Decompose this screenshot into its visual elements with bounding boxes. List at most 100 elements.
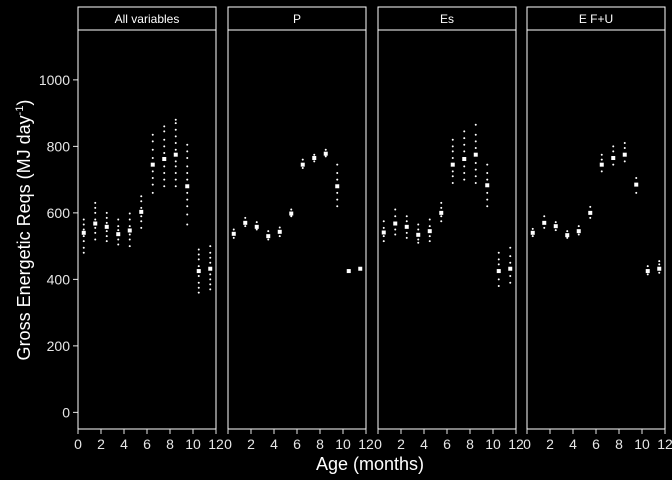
data-point (658, 260, 661, 263)
data-point (417, 223, 420, 226)
data-point (128, 238, 131, 241)
data-point (486, 205, 489, 208)
mean-point (622, 152, 627, 157)
data-point (324, 155, 327, 158)
facet-strip-label: P (293, 12, 301, 26)
data-point (405, 231, 408, 234)
data-point (336, 205, 339, 208)
data-point (94, 211, 97, 214)
x-tick-label: 8 (316, 436, 324, 452)
data-point (301, 158, 304, 161)
data-point (151, 191, 154, 194)
data-point (163, 145, 166, 148)
data-point (197, 291, 200, 294)
data-point (151, 170, 154, 173)
data-point (267, 230, 270, 233)
data-point (486, 178, 489, 181)
x-tick-label: 4 (120, 436, 128, 452)
data-point (186, 178, 189, 181)
data-point (128, 245, 131, 248)
mean-point (542, 220, 547, 225)
data-point (278, 235, 281, 238)
data-point (497, 251, 500, 254)
mean-point (485, 183, 490, 188)
data-point (543, 215, 546, 218)
data-point (635, 191, 638, 194)
data-point (474, 133, 477, 136)
data-point (474, 162, 477, 164)
data-point (267, 238, 270, 241)
x-tick-label: 8 (166, 436, 174, 452)
panel-border (77, 29, 217, 430)
data-point (186, 150, 189, 153)
data-point (382, 226, 385, 229)
data-point (94, 206, 97, 209)
data-point (463, 171, 466, 174)
x-tick-label: 10 (185, 436, 201, 452)
data-point (163, 178, 166, 181)
data-point (382, 220, 385, 223)
data-point (209, 278, 212, 281)
data-point (174, 171, 177, 174)
data-point (174, 118, 177, 121)
data-point (623, 147, 626, 150)
data-point (451, 157, 454, 160)
data-point (417, 238, 420, 241)
mean-point (530, 230, 535, 235)
data-point (589, 205, 592, 208)
data-point (174, 122, 177, 125)
mean-point (346, 269, 351, 274)
data-point (174, 148, 177, 151)
data-point (394, 208, 397, 211)
data-point (554, 221, 557, 224)
data-point (394, 228, 397, 231)
data-point (531, 235, 534, 238)
data-point (197, 281, 200, 284)
x-tick-label: 12 (657, 436, 672, 452)
x-tick-label: 10 (634, 436, 650, 452)
mean-point (599, 162, 604, 167)
data-point (209, 283, 212, 286)
data-point (463, 150, 466, 153)
data-point (140, 195, 143, 198)
data-point (440, 220, 443, 223)
data-point (486, 191, 489, 194)
data-point (151, 133, 154, 136)
data-point (336, 198, 339, 201)
panel-border (227, 29, 367, 430)
data-point (405, 236, 408, 239)
mean-point (196, 269, 201, 274)
data-point (405, 220, 408, 223)
data-point (623, 142, 626, 145)
x-tick-label: 12 (508, 436, 524, 452)
mean-point (162, 157, 167, 162)
panel-2: P 0 2 4 6 8 10 12 (224, 6, 374, 452)
data-point (186, 205, 189, 208)
y-axis-title-close: ) (14, 100, 34, 106)
data-point (186, 191, 189, 194)
data-point (82, 235, 85, 238)
data-point (301, 166, 304, 169)
mean-point (657, 266, 662, 271)
data-point (451, 145, 454, 148)
data-point (163, 171, 166, 174)
data-point (186, 171, 189, 174)
data-point (486, 163, 489, 166)
data-point (394, 215, 397, 218)
data-point (255, 221, 258, 224)
data-point (463, 137, 466, 140)
mean-point (116, 232, 121, 237)
data-point (451, 175, 454, 178)
data-point (543, 226, 546, 229)
data-point (174, 178, 177, 181)
data-point (197, 265, 200, 268)
mean-point (254, 224, 259, 229)
mean-point (323, 151, 328, 156)
data-point (451, 138, 454, 141)
data-point (209, 273, 212, 276)
data-point (209, 288, 212, 291)
mean-point (565, 233, 570, 238)
data-point (197, 248, 200, 251)
y-tick-label: 0 (62, 404, 70, 420)
